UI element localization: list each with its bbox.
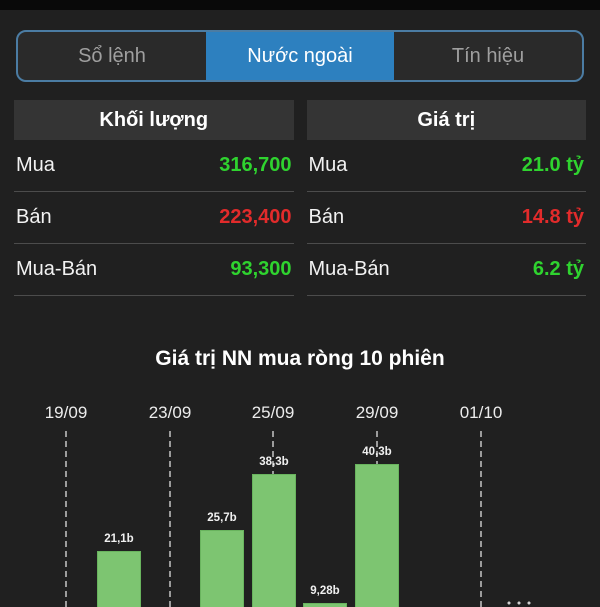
bar (200, 530, 244, 607)
status-bar-strip (0, 0, 600, 10)
bar-value-label: 38,3b (259, 456, 289, 468)
tab-tin-hieu[interactable]: Tín hiệu (394, 32, 582, 80)
volume-panel: Khối lượng Mua 316,700 Bán 223,400 Mua-B… (14, 100, 294, 296)
x-tick-label: 29/09 (355, 403, 399, 422)
tab-so-lenh[interactable]: Sổ lệnh (18, 32, 206, 80)
row-label: Mua (308, 154, 348, 176)
bar-value-label: 40,3b (362, 446, 392, 458)
value-panel: Giá trị Mua 21.0 tỷ Bán 14.8 tỷ Mua-Bán … (306, 100, 586, 296)
row-label: Mua-Bán (16, 258, 98, 280)
table-row: Mua 316,700 (14, 140, 294, 192)
bar (97, 551, 141, 607)
gridline (480, 431, 482, 607)
x-tick-label: 25/09 (251, 403, 295, 422)
x-tick-label: 01/10 (459, 403, 503, 422)
bar-value-label: 9,28b (310, 585, 340, 597)
table-row: Mua-Bán 6.2 tỷ (306, 244, 586, 296)
x-tick-label: 19/09 (44, 403, 88, 422)
volume-panel-title: Khối lượng (14, 100, 294, 140)
bar (355, 464, 399, 607)
table-row: Mua-Bán 93,300 (14, 244, 294, 296)
tab-bar: Sổ lệnh Nước ngoài Tín hiệu (16, 30, 584, 82)
gridline (169, 431, 171, 607)
x-tick-label: 23/09 (148, 403, 192, 422)
net-buy-chart: 19/09 23/09 25/09 29/09 01/10 21,1b 25,7… (0, 394, 600, 607)
row-value: 14.8 tỷ (521, 206, 584, 228)
foreign-summary: Khối lượng Mua 316,700 Bán 223,400 Mua-B… (14, 100, 586, 296)
row-label: Bán (16, 206, 52, 228)
row-value: 93,300 (230, 258, 292, 280)
clipped-bar-label (506, 601, 538, 606)
bar (303, 603, 347, 607)
row-value: 6.2 tỷ (532, 258, 584, 280)
table-row: Bán 223,400 (14, 192, 294, 244)
value-panel-title: Giá trị (306, 100, 586, 140)
table-row: Bán 14.8 tỷ (306, 192, 586, 244)
tab-nuoc-ngoai[interactable]: Nước ngoài (206, 32, 394, 80)
table-row: Mua 21.0 tỷ (306, 140, 586, 192)
bar (252, 474, 296, 607)
row-value: 21.0 tỷ (521, 154, 584, 176)
chart-title: Giá trị NN mua ròng 10 phiên (155, 347, 445, 370)
row-value: 316,700 (219, 154, 292, 176)
bar-value-label: 25,7b (207, 512, 237, 524)
gridline (65, 431, 67, 607)
bar-value-label: 21,1b (104, 533, 134, 545)
row-label: Mua (16, 154, 55, 176)
row-label: Bán (308, 206, 345, 228)
row-value: 223,400 (219, 206, 292, 228)
row-label: Mua-Bán (308, 258, 390, 280)
